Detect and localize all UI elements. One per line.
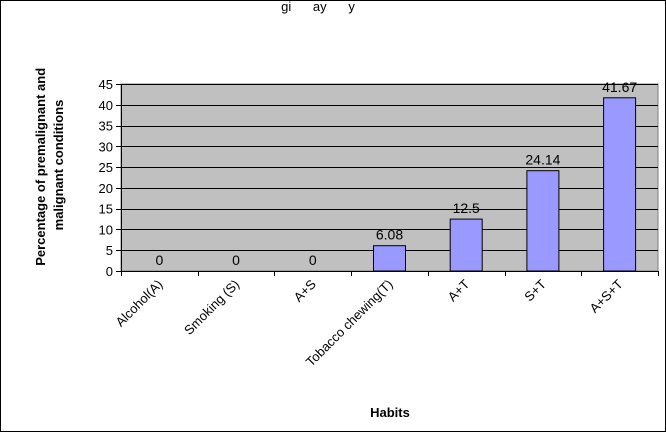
- y-tick-label: 35: [99, 119, 113, 134]
- bar: [526, 170, 560, 272]
- y-tick-labels: 0 5 10 15 20 25 30 35 40 45: [99, 77, 113, 279]
- gridlines: [121, 84, 658, 251]
- bar: [373, 245, 406, 272]
- y-axis-title-line-2: malignant conditions: [51, 100, 66, 231]
- x-axis-title: Habits: [370, 405, 410, 420]
- y-tick-label: 45: [99, 77, 113, 92]
- y-tick-label: 15: [99, 202, 113, 217]
- bars: [373, 97, 637, 272]
- y-tick-label: 40: [99, 98, 113, 113]
- y-axis-title: Percentage of premalignant and malignant…: [33, 64, 66, 266]
- data-label: 12.5: [453, 200, 480, 216]
- y-axis-title-line-1: Percentage of premalignant and: [33, 68, 48, 266]
- y-tick-label: 20: [99, 181, 113, 196]
- y-tick-label: 0: [106, 264, 113, 279]
- chart-title: gi ay y: [281, 0, 355, 14]
- plot-area: [120, 83, 659, 272]
- bar: [449, 218, 483, 272]
- data-labels: 0 0 0 6.08 12.5 24.14 41.67: [155, 79, 637, 268]
- data-label: 6.08: [376, 227, 403, 243]
- y-tick-label: 10: [99, 222, 113, 237]
- data-label: 0: [155, 252, 163, 268]
- data-label: 24.14: [525, 152, 560, 168]
- y-tick-label: 25: [99, 160, 113, 175]
- data-label: 0: [232, 252, 240, 268]
- bar: [603, 97, 637, 272]
- y-tick-label: 30: [99, 139, 113, 154]
- y-tick-label: 5: [106, 243, 113, 258]
- data-label: 41.67: [602, 79, 637, 95]
- data-label: 0: [309, 252, 317, 268]
- axes: [116, 84, 659, 276]
